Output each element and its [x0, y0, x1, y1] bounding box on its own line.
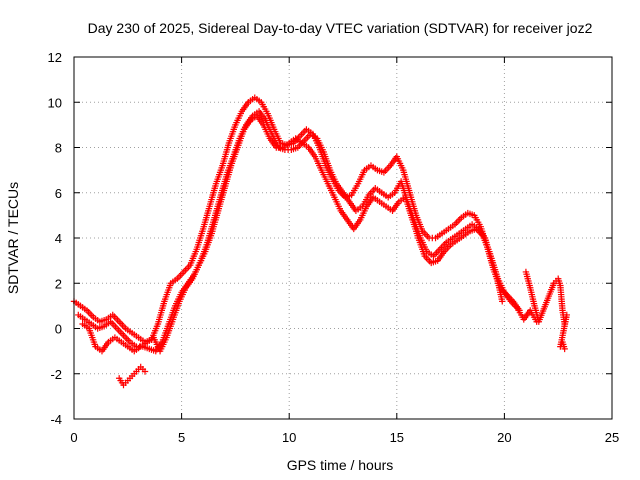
y-tick-label: 6 [55, 186, 62, 201]
y-tick-label: 8 [55, 141, 62, 156]
y-tick-label: -2 [50, 367, 62, 382]
y-tick-label: 4 [55, 231, 62, 246]
x-tick-label: 0 [70, 430, 77, 445]
y-tick-label: 12 [48, 50, 62, 65]
y-tick-label: -4 [50, 412, 62, 427]
data-point [561, 345, 568, 353]
chart-title: Day 230 of 2025, Sidereal Day-to-day VTE… [88, 20, 593, 36]
y-tick-labels: -4 -2 0 2 4 6 8 10 12 [48, 50, 62, 427]
x-tick-label: 15 [390, 430, 404, 445]
data-point [499, 298, 506, 305]
x-tick-labels: 0 5 10 15 20 25 [70, 430, 619, 445]
y-tick-label: 0 [55, 322, 62, 337]
y-axis-label: SDTVAR / TECUs [5, 182, 21, 294]
x-tick-label: 5 [178, 430, 185, 445]
x-tick-label: 20 [497, 430, 511, 445]
x-tick-label: 10 [282, 430, 296, 445]
series-track-e [522, 268, 571, 353]
data-points [70, 94, 571, 389]
y-tick-label: 10 [48, 95, 62, 110]
x-tick-label: 25 [605, 430, 619, 445]
y-tick-label: 2 [55, 276, 62, 291]
series-track-d [115, 363, 149, 389]
axis-ticks [73, 56, 613, 420]
data-point [141, 368, 149, 375]
x-axis-label: GPS time / hours [287, 457, 394, 473]
series-track-c [79, 112, 506, 355]
